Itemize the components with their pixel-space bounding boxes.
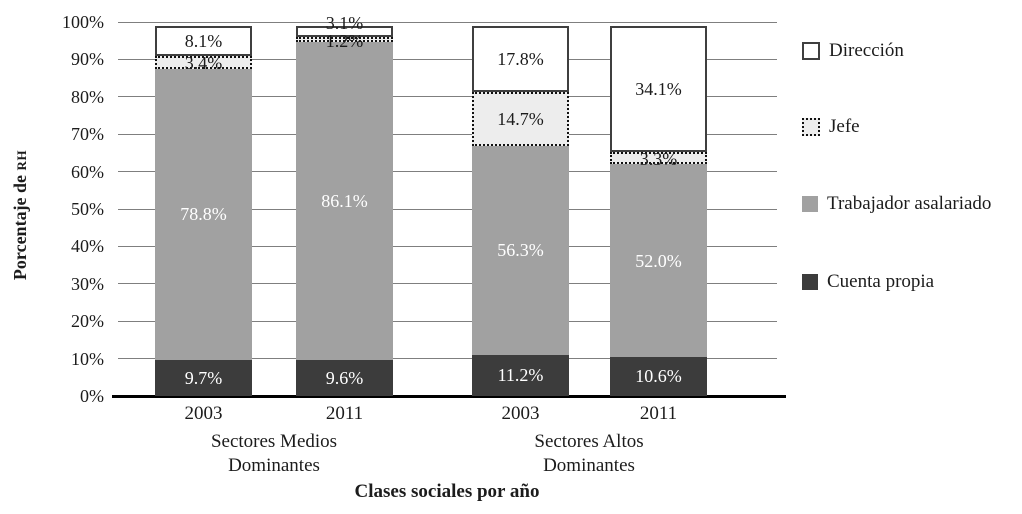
legend-swatch-icon: [802, 196, 818, 212]
segment: [610, 152, 707, 165]
segment: [155, 360, 252, 396]
group-label: Sectores Medios Dominantes: [154, 430, 394, 478]
segment-value-label: 8.1%: [184, 30, 223, 51]
gridline-10: [118, 358, 777, 360]
y-axis-title-text: Porcentaje de: [10, 170, 30, 281]
legend-label: Dirección: [829, 40, 904, 61]
legend-label: Trabajador asalariado: [827, 193, 992, 214]
segment-value-label: 10.6%: [635, 366, 682, 387]
segment: [610, 26, 707, 153]
y-axis-title: Porcentaje de RH: [10, 75, 32, 355]
legend-item: Cuenta propia: [802, 271, 934, 293]
gridline-60: [118, 171, 777, 173]
legend: Dirección Jefe Trabajador asalariado Cuenta…: [802, 0, 1022, 340]
gridline-70: [118, 133, 777, 135]
y-tick-label: 20%: [71, 311, 104, 332]
x-tick-label-year: 2011: [639, 403, 678, 424]
group-label-line: Dominantes: [543, 455, 635, 476]
y-axis-title-smallcaps: RH: [14, 149, 29, 171]
segment: [296, 41, 393, 361]
segment: [155, 68, 252, 361]
legend-item: Dirección: [802, 40, 904, 62]
group-label-line: Dominantes: [228, 455, 320, 476]
segment-value-label: 3.1%: [325, 13, 364, 33]
gridline-30: [118, 283, 777, 285]
segment-value-label: 86.1%: [321, 191, 368, 212]
plot-area: 9.7% 78.8% 3.4% 8.1% 9.6% 86.1% 1.2% 3.1% 11.2% 5…: [118, 13, 777, 396]
legend-swatch-icon: [802, 118, 820, 136]
gridline-100: [118, 21, 777, 23]
bar-4: 10.6% 52.0% 3.3% 34.1%: [610, 26, 707, 396]
x-tick-label-year: 2003: [501, 403, 540, 424]
segment-value-label: 56.3%: [497, 240, 544, 261]
gridline-40: [118, 245, 777, 247]
gridline-80: [118, 96, 777, 98]
segment-value-label: 17.8%: [497, 48, 544, 69]
y-tick-label: 70%: [71, 124, 104, 145]
legend-label: Jefe: [829, 116, 860, 137]
segment: [472, 91, 569, 147]
segment-value-label: 9.7%: [184, 368, 223, 389]
segment-value-label: 3.4%: [184, 53, 223, 74]
x-tick-label-year: 2011: [325, 403, 364, 424]
segment: [610, 164, 707, 357]
legend-item: Jefe: [802, 116, 860, 138]
bar-2: 9.6% 86.1% 1.2% 3.1%: [296, 13, 393, 396]
segment-value-label: 11.2%: [497, 365, 544, 386]
bar-1: 9.7% 78.8% 3.4% 8.1%: [155, 26, 252, 396]
y-tick-label: 30%: [71, 273, 104, 294]
segment-value-label: 52.0%: [635, 250, 682, 271]
y-tick-label: 90%: [71, 49, 104, 70]
y-tick-label: 0%: [80, 386, 104, 406]
segment: [155, 26, 252, 56]
legend-item: Trabajador asalariado: [802, 193, 991, 215]
segment-value-label: 14.7%: [497, 109, 544, 130]
x-tick-label-year: 2003: [184, 403, 223, 424]
y-tick-label: 40%: [71, 236, 104, 257]
y-tick-label: 50%: [71, 199, 104, 219]
legend-label: Cuenta propia: [827, 271, 935, 292]
gridline-50: [118, 208, 777, 210]
segment: [296, 360, 393, 396]
group-label-line: Sectores Altos: [534, 431, 644, 452]
legend-swatch-icon: [802, 42, 820, 60]
y-tick-label: 60%: [71, 161, 104, 182]
y-tick-label: 100%: [62, 12, 104, 32]
segment: [472, 354, 569, 396]
gridline-20: [118, 320, 777, 322]
y-tick-label: 10%: [71, 348, 104, 369]
segment-value-label: 1.2%: [325, 30, 364, 51]
legend-swatch-icon: [802, 274, 818, 290]
gridline-90: [118, 58, 777, 60]
x-axis-title: Clases sociales por año: [354, 481, 540, 502]
segment: [296, 37, 393, 42]
segment: [472, 26, 569, 92]
segment: [296, 26, 393, 38]
segment: [610, 356, 707, 396]
group-label-line: Sectores Medios: [210, 431, 338, 452]
x-axis-line: [112, 395, 786, 398]
segment: [472, 146, 569, 355]
segment-value-label: 34.1%: [635, 79, 682, 100]
segment-value-label: 3.3%: [639, 149, 678, 170]
bar-3: 11.2% 56.3% 14.7% 17.8%: [472, 26, 569, 396]
group-label: Sectores Altos Dominantes: [469, 430, 709, 478]
segment: [155, 55, 252, 69]
segment-value-label: 9.6%: [325, 368, 364, 389]
segment-value-label: 78.8%: [180, 204, 227, 225]
y-tick-label: 80%: [71, 86, 104, 107]
